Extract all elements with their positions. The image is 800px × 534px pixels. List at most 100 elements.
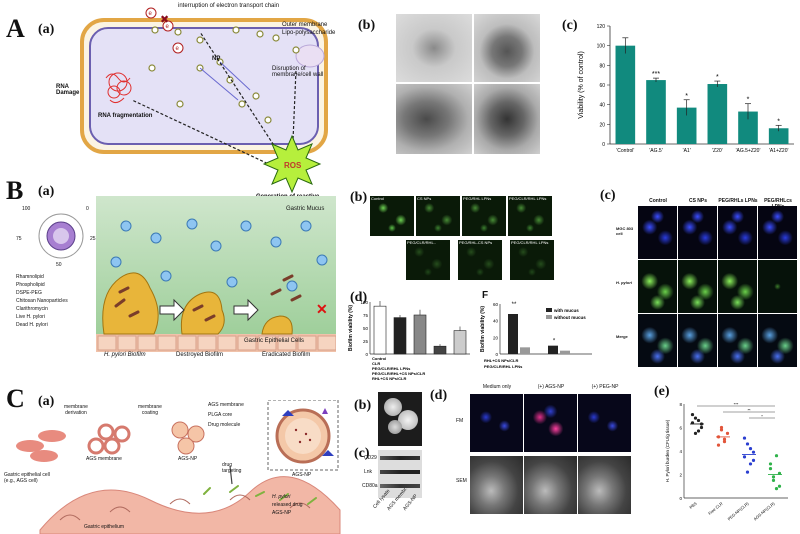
western-blot bbox=[378, 450, 422, 498]
significance-mark: ** bbox=[512, 302, 517, 308]
data-point bbox=[742, 436, 747, 440]
legend-dead-hp: Dead H. pylori bbox=[16, 322, 48, 328]
data-point bbox=[690, 412, 695, 417]
fm-sem-image bbox=[470, 456, 523, 514]
section-letter-b: B bbox=[6, 176, 24, 205]
confocal-image bbox=[638, 260, 677, 313]
biofilm-label-2: Destroyed Biofilm bbox=[176, 352, 224, 358]
confocal-image bbox=[718, 206, 757, 259]
box-agsnp-label: AGS-NP bbox=[292, 472, 312, 478]
y-tick-label: 60 bbox=[493, 302, 499, 307]
ags-np-label: AGS-NP bbox=[178, 456, 198, 462]
dial-50: 50 bbox=[56, 262, 62, 268]
section-letter-c: C bbox=[6, 384, 25, 413]
panel-label-b-d: (d) bbox=[350, 290, 368, 305]
dial-100: 100 bbox=[22, 206, 31, 212]
biofilm-micrograph: CS NPs bbox=[416, 196, 460, 236]
hp-biofilm-shape bbox=[102, 272, 159, 335]
bar bbox=[768, 128, 789, 144]
bar bbox=[548, 345, 558, 354]
data-point bbox=[719, 425, 724, 430]
y-axis-label: Biofilm viability (%) bbox=[480, 306, 486, 352]
fm-sem-col-label: (+) AGS-NP bbox=[537, 384, 565, 390]
ags-np-scheme bbox=[16, 400, 341, 534]
panel-label-c-e: (e) bbox=[654, 384, 670, 399]
data-point bbox=[771, 478, 776, 482]
fm-sem-image bbox=[470, 394, 523, 452]
confocal-image bbox=[638, 206, 677, 259]
y-tick-label: 50 bbox=[363, 326, 369, 331]
panel-label-a-a: (a) bbox=[38, 22, 55, 37]
panel-label-c-a: (a) bbox=[38, 394, 55, 409]
legend-phospholipid: Phospholipid bbox=[16, 282, 45, 288]
tem-image-3 bbox=[396, 84, 472, 154]
x-category-label: PEG/CLR/RHL+CS NPs/CLR bbox=[372, 371, 425, 376]
viability-bar-chart: 0 20 40 60 80 100 120 'Control' *** 'AG.5' * 'A1' * '… bbox=[578, 24, 794, 154]
box-plga-label: PLGA core bbox=[208, 412, 233, 418]
lipid-nanoparticle-dial bbox=[38, 213, 84, 259]
significance-mark: *** bbox=[652, 71, 660, 78]
rna-tangle bbox=[105, 72, 132, 104]
data-point bbox=[719, 428, 724, 432]
ags-membrane-label: AGS membrane bbox=[86, 456, 122, 462]
confocal-image bbox=[718, 314, 757, 367]
fm-sem-col-label: (+) PEG-NP bbox=[591, 384, 619, 390]
legend-clarithromycin: Clarithromycin bbox=[16, 306, 48, 312]
data-point bbox=[693, 431, 698, 435]
drug-targeting-label: drug targeting bbox=[222, 462, 242, 474]
bar bbox=[615, 45, 636, 144]
biofilm-micrograph: Control bbox=[370, 196, 414, 236]
panel-label-c-c: (c) bbox=[354, 446, 370, 461]
data-point bbox=[768, 467, 773, 471]
legend-chitosan: Chitosan Nanoparticles bbox=[16, 298, 68, 304]
y-tick-label: 0 bbox=[679, 496, 682, 501]
significance-mark: * bbox=[685, 93, 688, 100]
panel-label-c-d: (d) bbox=[430, 388, 448, 403]
data-point bbox=[777, 484, 782, 488]
dial-0: 0 bbox=[86, 206, 89, 212]
legend-live-hp: Live H. pylori bbox=[16, 314, 45, 320]
rna-fragmentation-label: RNA fragmentation bbox=[98, 113, 153, 119]
blot-label-cd80a: CD80a bbox=[362, 483, 378, 489]
y-tick-label: 100 bbox=[360, 300, 368, 305]
x-category-label: PEG/CLR/RHL LPNs bbox=[372, 366, 411, 371]
confocal-image bbox=[758, 206, 797, 259]
confocal-image bbox=[638, 314, 677, 367]
data-point bbox=[774, 487, 779, 491]
data-point bbox=[774, 454, 779, 458]
data-point bbox=[748, 447, 753, 451]
confocal-row-label: MGC 803 cell bbox=[616, 226, 634, 236]
section-letter-a: A bbox=[6, 14, 25, 43]
y-tick-label: 0 bbox=[602, 142, 605, 148]
x-group-label: PEG/CLR/RHL LPNs bbox=[484, 364, 523, 369]
tem-image-1 bbox=[396, 14, 472, 82]
biofilm-micrograph: PEG/CLR/RHL.. bbox=[406, 240, 450, 280]
lps-label: Lipo-polysaccharide bbox=[282, 30, 336, 36]
y-tick-label: 75 bbox=[363, 313, 369, 318]
x-category-label: RHL+CS NPs/CLR bbox=[372, 376, 406, 381]
fm-sem-row-label: FM bbox=[456, 418, 464, 424]
significance-mark: *** bbox=[734, 402, 739, 407]
data-point bbox=[725, 431, 730, 435]
legend-dspe-peg: DSPE-PEG bbox=[16, 290, 42, 296]
y-axis-label: Biofilm viability (%) bbox=[348, 305, 354, 351]
x-tick-label: PEG-NP(CLR) bbox=[726, 501, 750, 522]
y-tick-label: 60 bbox=[599, 83, 605, 89]
legend-ags-np: AGS-NP bbox=[272, 510, 292, 516]
data-point bbox=[748, 462, 753, 466]
data-point bbox=[696, 418, 701, 423]
arrow-1 bbox=[159, 298, 185, 322]
gastric-cell-1 bbox=[16, 440, 44, 452]
bar bbox=[676, 107, 697, 144]
confocal-image bbox=[678, 260, 717, 313]
data-point bbox=[696, 429, 701, 433]
micrograph-label: PEG/CLR/RHL LPNs bbox=[509, 196, 547, 201]
tem-image-4 bbox=[474, 84, 540, 154]
significance-mark: * bbox=[761, 414, 763, 419]
gastric-mucus-label: Gastric Mucus bbox=[286, 206, 325, 212]
confocal-image bbox=[758, 314, 797, 367]
legend-swatch bbox=[546, 315, 552, 319]
biofilm-micrograph: PEG/RHL-CS NPs bbox=[458, 240, 502, 280]
ros-label: ROS bbox=[284, 161, 302, 170]
